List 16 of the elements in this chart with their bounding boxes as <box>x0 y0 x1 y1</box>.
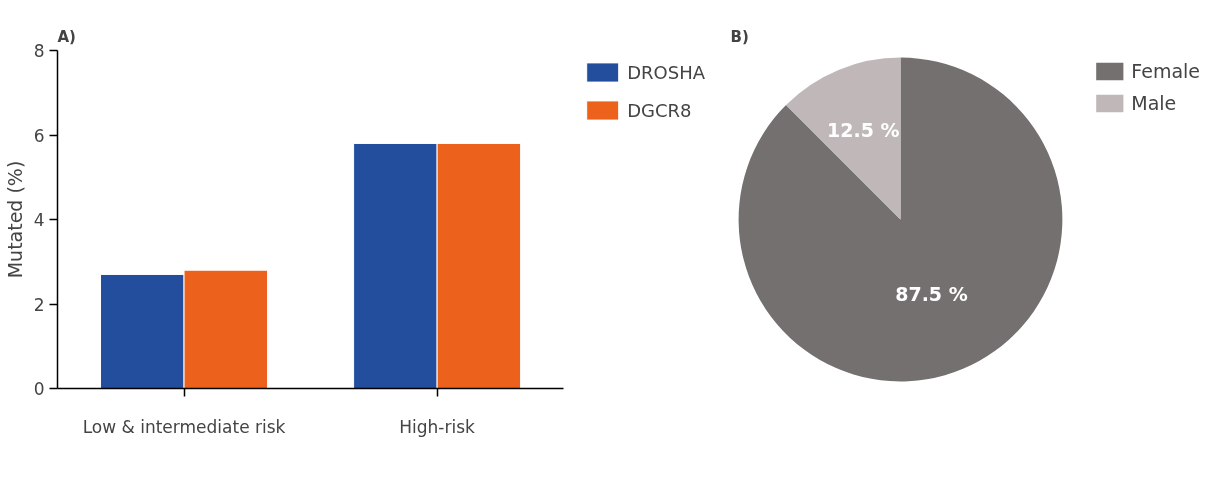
y-tick-label: 6 <box>33 125 45 146</box>
legend-label: DGCR8 <box>627 99 692 121</box>
legend-label: DROSHA <box>627 61 705 83</box>
data-label: 87.5 % <box>895 282 968 305</box>
x-tick-label: High-risk <box>399 416 476 437</box>
y-axis-title: Mutated (%) <box>3 160 26 279</box>
legend-label: Female <box>1131 60 1200 82</box>
y-tick-label: 8 <box>33 41 45 61</box>
data-label: 12.5 % <box>827 119 900 142</box>
y-tick-label: 2 <box>33 294 45 315</box>
x-tick-label: Low & intermediate risk <box>82 416 286 437</box>
y-tick-label: 4 <box>33 210 45 230</box>
chart-title: A) <box>57 27 76 46</box>
legend-label: Male <box>1131 92 1177 114</box>
y-tick-label: 0 <box>33 379 45 399</box>
chart-title: B) <box>730 27 749 46</box>
